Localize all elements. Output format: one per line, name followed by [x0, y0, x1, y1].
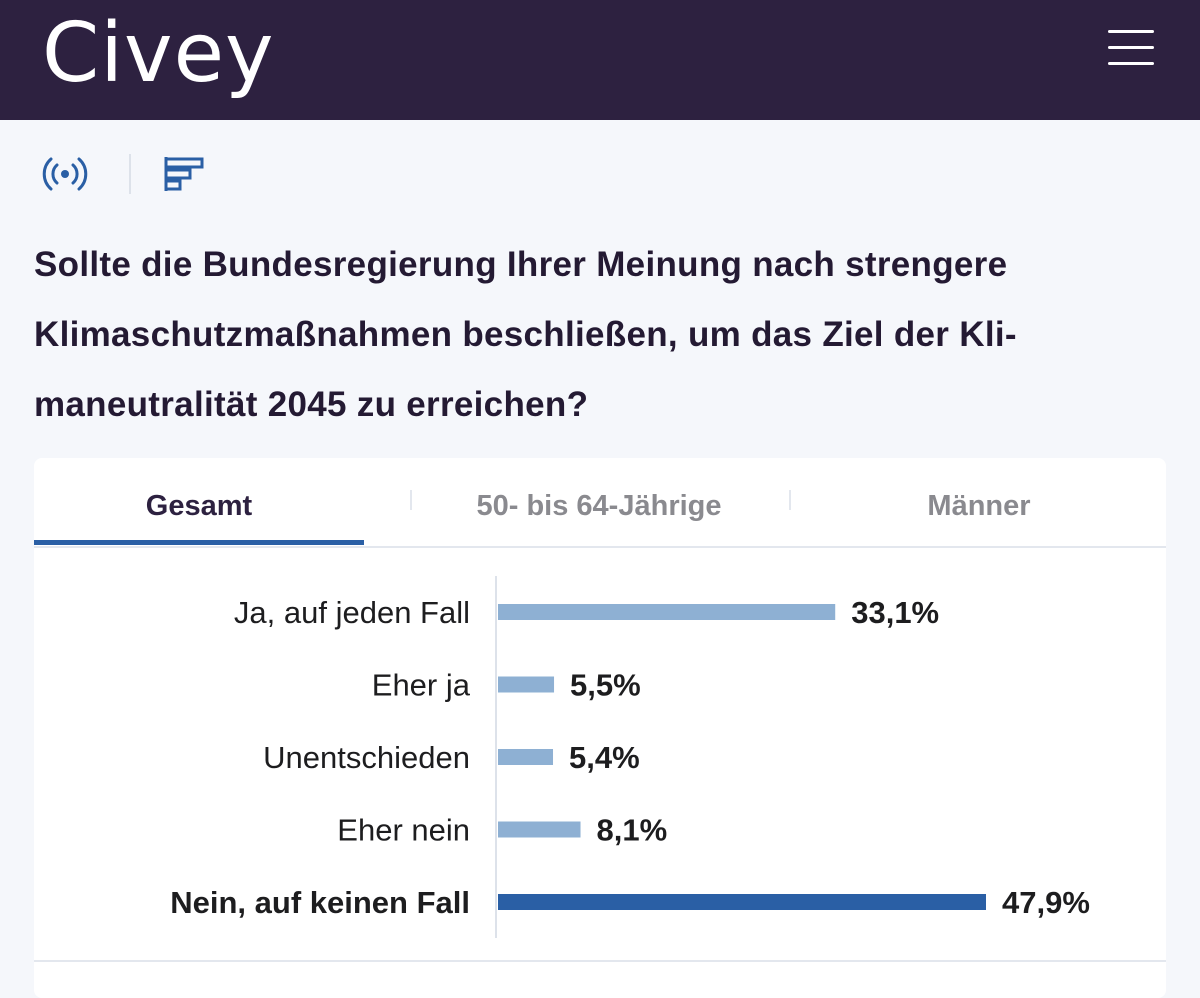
bar: [498, 894, 986, 910]
view-toolbar: [0, 140, 1200, 210]
tab-divider: [789, 490, 791, 510]
poll-question: Sollte die Bundesregierung Ihrer Meinung…: [34, 230, 1154, 440]
value-label: 8,1%: [597, 813, 668, 848]
app-header: Civey: [0, 0, 1200, 120]
toolbar-divider: [129, 154, 131, 194]
bar: [498, 749, 554, 765]
civey-logo[interactable]: Civey: [42, 6, 275, 101]
bar-chart-icon[interactable]: [160, 152, 210, 196]
value-label: 5,4%: [569, 740, 640, 775]
value-label: 5,5%: [570, 668, 641, 703]
tab-maenner[interactable]: Männer: [927, 490, 1031, 522]
segment-tabs: Gesamt 50- bis 64-Jährige Männer: [34, 458, 1166, 548]
value-label: 47,9%: [1002, 885, 1090, 920]
question-line-3: maneutralität 2045 zu erreichen?: [34, 385, 589, 424]
value-label: 33,1%: [851, 595, 939, 630]
bar: [498, 604, 836, 620]
tab-gesamt[interactable]: Gesamt: [145, 490, 253, 522]
results-bar-chart: Ja, auf jeden Fall 33,1% Eher ja 5,5% Unents…: [170, 576, 1090, 938]
card-divider: [34, 960, 1166, 962]
broadcast-icon[interactable]: [40, 152, 90, 196]
question-line-2: Klimaschutzmaßnahmen beschließen, um das…: [34, 315, 1017, 354]
category-label: Nein, auf keinen Fall: [170, 885, 470, 920]
category-label: Eher ja: [372, 668, 471, 703]
question-line-1: Sollte die Bundesregierung Ihrer Meinung…: [34, 245, 1008, 284]
active-tab-indicator: [34, 540, 364, 545]
category-label: Eher nein: [337, 813, 470, 848]
bar: [498, 676, 555, 693]
category-label: Unentschieden: [263, 740, 470, 775]
tab-divider: [410, 490, 412, 510]
bar: [498, 821, 581, 838]
category-label: Ja, auf jeden Fall: [234, 595, 470, 630]
tab-50-64[interactable]: 50- bis 64-Jährige: [476, 490, 722, 522]
hamburger-menu-icon[interactable]: [1104, 26, 1160, 70]
